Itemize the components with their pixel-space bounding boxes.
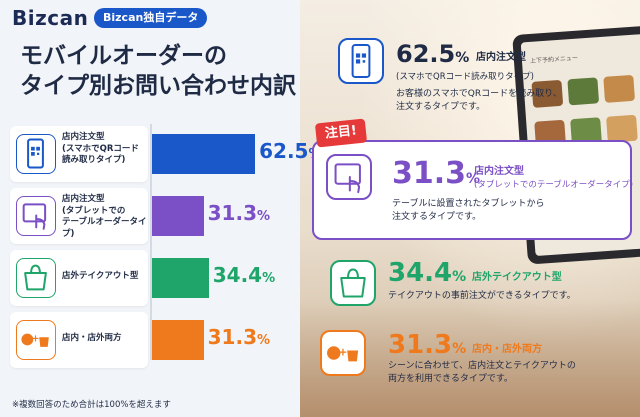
page-title-line-1: モバイルオーダーの (20, 43, 227, 69)
card-description: お客様のスマホでQRコードを読み取り、 注文するタイプです。 (396, 89, 562, 112)
category-label: 店内・店外両方 (62, 333, 122, 343)
card-type-label: 店内注文型 (476, 52, 526, 63)
svg-text:+: + (31, 334, 39, 345)
food-thumbnail (567, 77, 600, 106)
card-description: シーンに合わせて、店内注文とテイクアウトの 両方を利用できるタイプです。 (388, 361, 576, 384)
card-subtype-label: (スマホでQRコード読み取りタイプ) (396, 72, 534, 82)
card-percentage: 62.5% (396, 40, 470, 68)
svg-text:+: + (338, 346, 347, 359)
footnote: ※複数回答のため合計は100%を超えます (12, 400, 171, 410)
bar (152, 258, 209, 298)
tablet-touch-icon (16, 196, 56, 236)
card-subtype-label: (タブレットでのテーブルオーダータイプ) (474, 180, 634, 190)
category-card: 店内注文型 (スマホでQRコード 読み取りタイプ) (10, 126, 148, 182)
category-card: + 店内・店外両方 (10, 312, 148, 368)
category-label: 店内注文型 (タブレットでの テーブルオーダータイプ) (62, 194, 147, 239)
card-type-label: 店内注文型 (474, 166, 524, 177)
page-title-line-2: タイプ別お問い合わせ内訳 (20, 73, 296, 99)
category-label: 店外テイクアウト型 (62, 271, 139, 281)
card-percentage: 31.3% (392, 156, 481, 191)
bar-chart: 店内注文型 (スマホでQRコード 読み取りタイプ)62.5% 店内注文型 (タブ… (0, 118, 322, 378)
qr-phone-icon (16, 134, 56, 174)
card-description: テーブルに設置されたタブレットから 注文するタイプです。 (392, 199, 545, 222)
bar (152, 320, 204, 360)
bar (152, 134, 256, 174)
data-source-badge: Bizcan独自データ (94, 8, 208, 28)
card-type-label: 店外テイクアウト型 (472, 272, 562, 283)
dine-and-takeout-icon: + (16, 320, 56, 360)
food-thumbnail (606, 114, 638, 143)
category-card: 店内注文型 (タブレットでの テーブルオーダータイプ) (10, 188, 148, 244)
shopping-bag-icon (330, 260, 376, 306)
bizcan-logo: Bizcan (12, 6, 89, 30)
tablet-screen-title: 上下予約メニュー (529, 54, 579, 65)
bar-value-label: 31.3% (207, 325, 271, 349)
shopping-bag-icon (16, 258, 56, 298)
card-percentage: 34.4% (388, 258, 467, 288)
qr-phone-icon (338, 38, 384, 84)
category-card: 店外テイクアウト型 (10, 250, 148, 306)
card-description: テイクアウトの事前注文ができるタイプです。 (388, 291, 576, 301)
tablet-touch-icon (326, 154, 372, 200)
bar-value-label: 31.3% (207, 201, 271, 225)
bar (152, 196, 204, 236)
food-thumbnail (603, 74, 636, 103)
dine-and-takeout-icon: + (320, 330, 366, 376)
bar-value-label: 34.4% (212, 263, 276, 287)
category-label: 店内注文型 (スマホでQRコード 読み取りタイプ) (62, 132, 139, 165)
card-type-label: 店内・店外両方 (472, 344, 542, 355)
chart-axis-line (150, 124, 152, 360)
card-percentage: 31.3% (388, 330, 467, 360)
